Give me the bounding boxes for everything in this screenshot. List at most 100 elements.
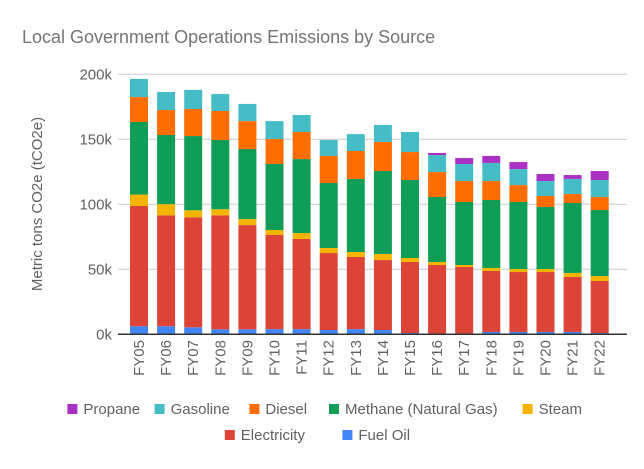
bar-segment-gasoline <box>265 121 284 140</box>
legend: Propane Gasoline Diesel Methane (Natural Ga… <box>67 401 582 444</box>
bar-segment-diesel <box>563 194 582 203</box>
legend-label: Electricity <box>241 427 306 444</box>
bar-segment-fuel-oil <box>292 329 311 335</box>
x-tick-label: FY21 <box>565 340 582 376</box>
bar-segment-methane-natural-gas <box>184 136 203 211</box>
bar-stack-fy16 <box>428 152 447 335</box>
bar-segment-methane-natural-gas <box>536 207 555 270</box>
bar-segment-gasoline <box>455 164 474 182</box>
bar-segment-gasoline <box>238 103 257 122</box>
bar-segment-propane <box>509 162 528 170</box>
bar-stack-fy17 <box>455 158 474 335</box>
bar-segment-steam <box>184 210 203 218</box>
bar-segment-fuel-oil <box>563 331 582 335</box>
x-axis-ticks: FY05 FY06 FY07 FY08 FY09 FY10 FY11 FY12 FY13 FY14… <box>131 340 609 376</box>
bar-segment-fuel-oil <box>482 331 501 335</box>
bar-segment-diesel <box>482 181 501 201</box>
legend-label: Propane <box>83 401 140 418</box>
bar-segment-fuel-oil <box>319 330 338 335</box>
bar-segment-steam <box>130 194 148 206</box>
bar-segment-steam <box>455 265 474 267</box>
bar-segment-methane-natural-gas <box>346 178 365 253</box>
bar-segment-steam <box>536 269 555 273</box>
bar-segment-electricity <box>130 205 148 327</box>
bar-segment-gasoline <box>401 132 419 153</box>
bar-segment-steam <box>157 204 176 216</box>
bar-segment-gasoline <box>563 178 582 195</box>
bar-segment-methane-natural-gas <box>563 203 582 273</box>
bar-segment-electricity <box>346 256 365 330</box>
bar-segment-fuel-oil <box>373 330 392 335</box>
bar-segment-methane-natural-gas <box>590 210 609 277</box>
bar-segment-propane <box>536 174 555 182</box>
bar-segment-steam <box>590 276 609 281</box>
bar-segment-diesel <box>401 152 419 180</box>
bar-segment-methane-natural-gas <box>292 159 311 234</box>
bar-segment-electricity <box>509 272 528 332</box>
bar-segment-methane-natural-gas <box>157 135 176 205</box>
bar-segment-electricity <box>373 260 392 331</box>
x-tick-label: FY20 <box>538 340 555 376</box>
bar-segment-electricity <box>211 215 230 330</box>
x-tick-label: FY19 <box>510 340 527 376</box>
legend-label: Methane (Natural Gas) <box>345 401 498 418</box>
bar-segment-diesel <box>184 109 203 137</box>
bar-stack-fy20 <box>536 174 555 335</box>
bar-stack-fy21 <box>563 175 582 335</box>
bar-segment-electricity <box>590 281 609 333</box>
bar-segment-diesel <box>292 132 311 160</box>
bar-stack-fy05 <box>130 78 148 335</box>
bar-segment-gasoline <box>590 179 609 198</box>
legend-item-methane-natural-gas: Methane (Natural Gas) <box>329 401 498 418</box>
bar-segment-diesel <box>211 110 230 140</box>
bar-segment-steam <box>373 253 392 261</box>
bar-segment-propane <box>590 171 609 180</box>
bar-segment-methane-natural-gas <box>373 171 392 254</box>
bar-segment-steam <box>401 257 419 263</box>
x-tick-label: FY14 <box>375 340 392 376</box>
bar-segment-diesel <box>455 181 474 202</box>
bar-segment-diesel <box>509 185 528 202</box>
bar-segment-methane-natural-gas <box>211 139 230 210</box>
bar-segment-gasoline <box>292 114 311 133</box>
bar-stack-fy11 <box>292 114 311 335</box>
x-tick-label: FY05 <box>131 340 148 376</box>
bar-segment-diesel <box>238 121 257 150</box>
bar-segment-diesel <box>590 197 609 211</box>
bar-stack-fy19 <box>509 162 528 335</box>
bar-segment-fuel-oil <box>184 327 203 335</box>
legend-swatch <box>249 404 260 414</box>
x-tick-label: FY16 <box>429 340 446 376</box>
bar-segment-methane-natural-gas <box>428 197 447 263</box>
bar-segment-gasoline <box>482 162 501 182</box>
bar-segment-methane-natural-gas <box>319 182 338 248</box>
bar-stack-fy06 <box>157 91 176 335</box>
bar-segment-steam <box>319 247 338 254</box>
legend-item-fuel-oil: Fuel Oil <box>342 427 410 444</box>
bar-segment-diesel <box>428 172 447 198</box>
x-tick-label: FY10 <box>267 340 284 376</box>
x-tick-label: FY12 <box>321 340 338 376</box>
bar-stack-fy14 <box>373 125 392 335</box>
bar-segment-gasoline <box>536 181 555 196</box>
bar-segment-steam <box>238 219 257 226</box>
legend-item-diesel: Diesel <box>249 401 307 418</box>
bar-segment-electricity <box>563 276 582 332</box>
bar-segment-fuel-oil <box>130 326 148 335</box>
bar-segment-methane-natural-gas <box>238 149 257 220</box>
bar-segment-electricity <box>184 217 203 328</box>
bar-stack-fy07 <box>184 89 203 335</box>
bar-stack-fy15 <box>401 132 419 335</box>
bar-segment-steam <box>563 272 582 277</box>
bar-segment-fuel-oil <box>536 331 555 335</box>
bar-segment-electricity <box>401 262 419 333</box>
bar-stack-fy10 <box>265 121 284 335</box>
bar-segment-steam <box>482 268 501 271</box>
bar-segment-fuel-oil <box>346 329 365 335</box>
bar-stack-fy22 <box>590 171 609 335</box>
x-tick-label: FY13 <box>348 340 365 376</box>
bar-segment-gasoline <box>157 91 176 111</box>
x-tick-label: FY11 <box>294 340 311 375</box>
bar-segment-diesel <box>319 155 338 183</box>
legend-item-gasoline: Gasoline <box>154 401 230 418</box>
